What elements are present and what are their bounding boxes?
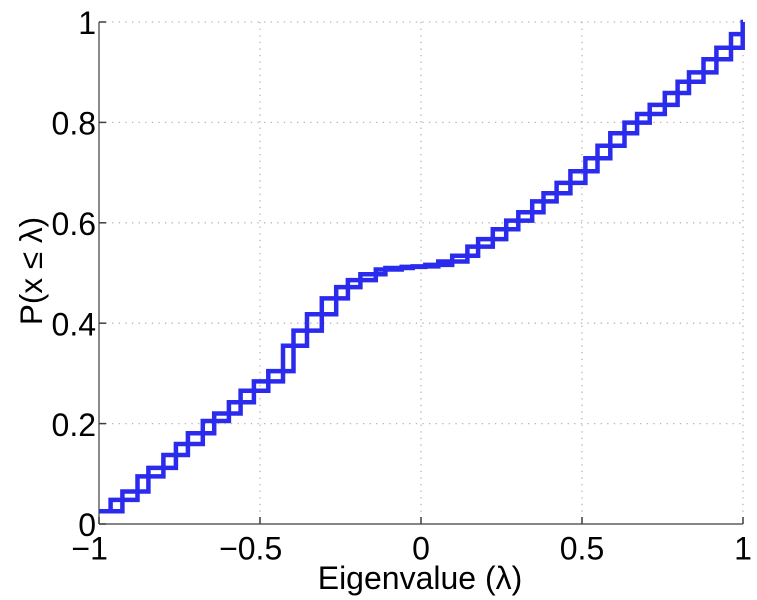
svg-text:1: 1 xyxy=(734,531,752,567)
svg-text:0: 0 xyxy=(78,507,96,543)
svg-text:0.8: 0.8 xyxy=(52,106,96,142)
svg-text:−: − xyxy=(219,531,238,567)
svg-text:1: 1 xyxy=(78,5,96,41)
svg-text:Eigenvalue (λ): Eigenvalue (λ) xyxy=(318,560,523,596)
svg-text:0.2: 0.2 xyxy=(52,407,96,443)
svg-text:0: 0 xyxy=(412,531,430,567)
svg-text:−: − xyxy=(71,531,90,567)
svg-text:1: 1 xyxy=(90,531,108,567)
svg-text:0.6: 0.6 xyxy=(52,206,96,242)
svg-text:P(x ≤ λ): P(x ≤ λ) xyxy=(13,217,49,325)
svg-text:0.5: 0.5 xyxy=(560,531,604,567)
svg-text:0.4: 0.4 xyxy=(52,306,96,342)
svg-text:0.5: 0.5 xyxy=(238,531,282,567)
